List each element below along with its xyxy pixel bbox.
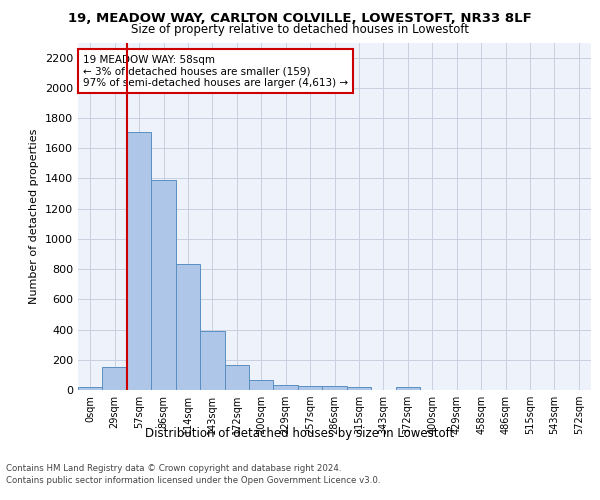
Bar — [200, 331, 224, 390]
Text: Contains public sector information licensed under the Open Government Licence v3: Contains public sector information licen… — [6, 476, 380, 485]
Bar — [322, 386, 347, 390]
Bar — [176, 264, 200, 390]
Bar — [347, 387, 371, 390]
Bar — [224, 365, 249, 390]
Text: 19, MEADOW WAY, CARLTON COLVILLE, LOWESTOFT, NR33 8LF: 19, MEADOW WAY, CARLTON COLVILLE, LOWEST… — [68, 12, 532, 24]
Text: Distribution of detached houses by size in Lowestoft: Distribution of detached houses by size … — [145, 428, 455, 440]
Bar — [249, 380, 274, 390]
Bar — [298, 386, 322, 390]
Bar — [103, 366, 127, 390]
Text: 19 MEADOW WAY: 58sqm
← 3% of detached houses are smaller (159)
97% of semi-detac: 19 MEADOW WAY: 58sqm ← 3% of detached ho… — [83, 54, 348, 88]
Bar — [395, 388, 420, 390]
Bar — [78, 387, 103, 390]
Bar — [127, 132, 151, 390]
Text: Contains HM Land Registry data © Crown copyright and database right 2024.: Contains HM Land Registry data © Crown c… — [6, 464, 341, 473]
Text: Size of property relative to detached houses in Lowestoft: Size of property relative to detached ho… — [131, 22, 469, 36]
Bar — [274, 385, 298, 390]
Y-axis label: Number of detached properties: Number of detached properties — [29, 128, 40, 304]
Bar — [151, 180, 176, 390]
